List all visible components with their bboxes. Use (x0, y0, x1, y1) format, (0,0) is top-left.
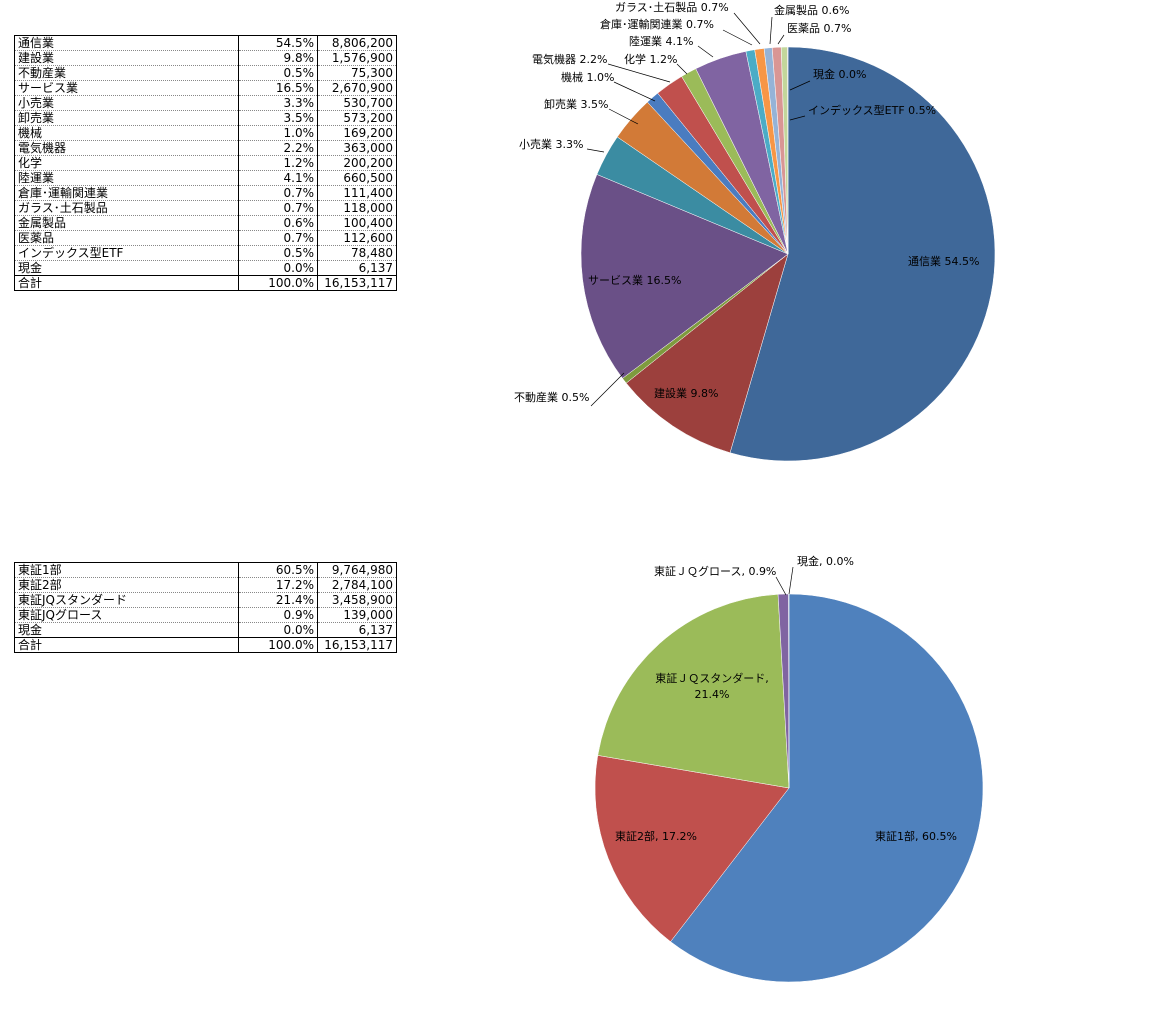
market-table: 東証1部 60.5% 9,764,980 東証2部 17.2% 2,784,100 東証JQ… (14, 562, 397, 653)
leader-line (722, 29, 753, 46)
slice-label: 医薬品 0.7% (787, 22, 851, 35)
slice-label: インデックス型ETF 0.5% (808, 103, 936, 117)
row-value: 100,400 (317, 215, 397, 231)
leader-line (777, 34, 785, 45)
leader-line (608, 108, 639, 125)
row-percent: 3.3% (238, 95, 318, 111)
slice-label: 東証1部, 60.5% (875, 829, 957, 843)
total-label: 合計 (14, 637, 239, 653)
total-value: 16,153,117 (317, 637, 397, 653)
pie-slice (594, 755, 790, 942)
leader-line (775, 576, 787, 596)
slice-label: 卸売業 3.5% (544, 97, 608, 111)
pie-slice (625, 253, 789, 454)
pie-slice (597, 594, 790, 789)
row-percent: 0.7% (238, 200, 318, 216)
row-value: 660,500 (317, 170, 397, 186)
row-name: 現金 (14, 260, 239, 276)
pie-slice (580, 174, 789, 379)
table-row: 電気機器 2.2% 363,000 (14, 140, 397, 156)
table-row: 機械 1.0% 169,200 (14, 125, 397, 141)
row-value: 75,300 (317, 65, 397, 81)
row-value: 573,200 (317, 110, 397, 126)
slice-label: 現金, 0.0% (797, 554, 854, 568)
row-name: 卸売業 (14, 110, 239, 126)
slice-label: 機械 1.0% (561, 70, 614, 84)
leader-line (586, 148, 605, 153)
table-row: ガラス･土石製品 0.7% 118,000 (14, 200, 397, 216)
leader-line (769, 16, 773, 45)
slice-label: 倉庫･運輸関連業 0.7% (600, 17, 714, 31)
leader-line (607, 63, 671, 83)
leader-line (788, 566, 794, 595)
row-percent: 3.5% (238, 110, 318, 126)
total-percent: 100.0% (238, 275, 318, 291)
table-row: 現金 0.0% 6,137 (14, 260, 397, 276)
slice-label: 金属製品 0.6% (774, 3, 849, 17)
slice-label: 電気機器 2.2% (532, 52, 607, 66)
table-row: 東証2部 17.2% 2,784,100 (14, 577, 397, 593)
pie-slice (670, 593, 984, 983)
row-percent: 0.7% (238, 185, 318, 201)
row-value: 169,200 (317, 125, 397, 141)
slice-label: 東証ＪＱグロース, 0.9% (654, 564, 776, 578)
row-percent: 1.0% (238, 125, 318, 141)
total-value: 16,153,117 (317, 275, 397, 291)
table-row: 建設業 9.8% 1,576,900 (14, 50, 397, 66)
sector-table: 通信業 54.5% 8,806,200 建設業 9.8% 1,576,900 不動産業 0.5… (14, 35, 397, 291)
row-name: 東証2部 (14, 577, 239, 593)
row-value: 118,000 (317, 200, 397, 216)
leader-line (789, 115, 806, 121)
table-row: 小売業 3.3% 530,700 (14, 95, 397, 111)
leader-line (676, 63, 688, 75)
slice-label: ガラス･土石製品 0.7% (615, 0, 729, 14)
row-value: 3,458,900 (317, 592, 397, 608)
row-value: 9,764,980 (317, 562, 397, 578)
slice-label: 不動産業 0.5% (514, 390, 589, 404)
row-name: 医薬品 (14, 230, 239, 246)
leader-line (733, 12, 761, 45)
slice-label: 建設業 9.8% (654, 386, 718, 400)
slice-label: 東証2部, 17.2% (615, 829, 697, 843)
row-value: 200,200 (317, 155, 397, 171)
row-percent: 9.8% (238, 50, 318, 66)
row-value: 6,137 (317, 260, 397, 276)
table-row: 金属製品 0.6% 100,400 (14, 215, 397, 231)
slice-label: 化学 1.2% (624, 52, 677, 66)
total-row: 合計 100.0% 16,153,117 (14, 275, 397, 291)
leader-line (613, 81, 656, 102)
slice-label: 現金 0.0% (813, 67, 866, 81)
table-row: 東証1部 60.5% 9,764,980 (14, 562, 397, 578)
table-row: 化学 1.2% 200,200 (14, 155, 397, 171)
row-percent: 21.4% (238, 592, 318, 608)
row-value: 111,400 (317, 185, 397, 201)
leader-line (590, 372, 625, 407)
table-row: 東証JQスタンダード 21.4% 3,458,900 (14, 592, 397, 608)
leader-line (697, 45, 714, 58)
slice-label: 小売業 3.3% (519, 138, 583, 151)
row-percent: 17.2% (238, 577, 318, 593)
slice-label: 陸運業 4.1% (629, 35, 693, 48)
table-row: 卸売業 3.5% 573,200 (14, 110, 397, 126)
market-pie-chart: 東証1部, 60.5% 東証2部, 17.2% 東証ＪＱスタンダード, 21.4% 東証… (594, 554, 984, 983)
row-percent: 0.9% (238, 607, 318, 623)
leader-line (789, 80, 811, 91)
row-value: 1,576,900 (317, 50, 397, 66)
slice-label: 通信業 54.5% (908, 255, 979, 268)
total-row: 合計 100.0% 16,153,117 (14, 637, 397, 653)
table-row: サービス業 16.5% 2,670,900 (14, 80, 397, 96)
pie-slice (729, 46, 996, 462)
sector-pie-chart: 通信業 54.5% 建設業 9.8% 不動産業 0.5% サービス業 16.5% 小売業… (514, 0, 996, 462)
slice-label: 東証ＪＱスタンダード, 21.4% (655, 671, 769, 701)
slice-label: サービス業 16.5% (588, 274, 681, 287)
